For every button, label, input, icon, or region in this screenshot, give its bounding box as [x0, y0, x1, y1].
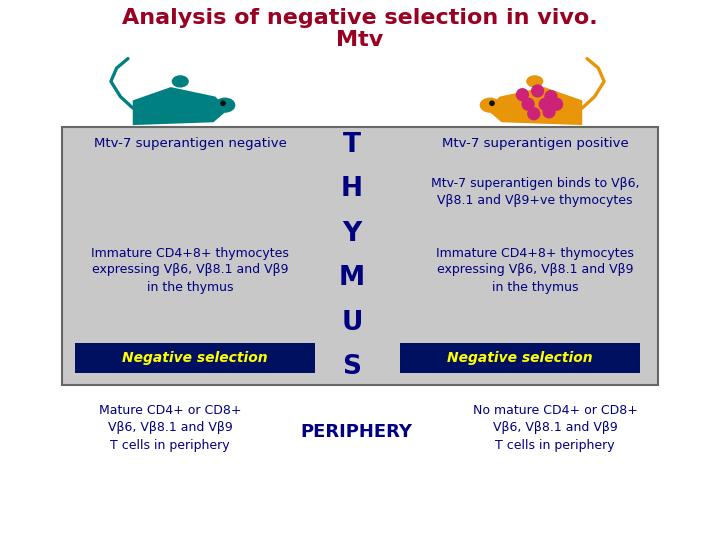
Text: Immature CD4+8+ thymocytes
expressing Vβ6, Vβ8.1 and Vβ9
in the thymus: Immature CD4+8+ thymocytes expressing Vβ…: [436, 246, 634, 294]
Text: Negative selection: Negative selection: [122, 351, 268, 365]
Text: H: H: [341, 177, 363, 202]
Text: No mature CD4+ or CD8+
Vβ6, Vβ8.1 and Vβ9
T cells in periphery: No mature CD4+ or CD8+ Vβ6, Vβ8.1 and Vβ…: [472, 404, 637, 451]
Text: Mature CD4+ or CD8+
Vβ6, Vβ8.1 and Vβ9
T cells in periphery: Mature CD4+ or CD8+ Vβ6, Vβ8.1 and Vβ9 T…: [99, 404, 241, 451]
Text: M: M: [339, 265, 365, 291]
Text: Analysis of negative selection in vivo.: Analysis of negative selection in vivo.: [122, 8, 598, 28]
FancyBboxPatch shape: [62, 127, 658, 385]
Ellipse shape: [480, 98, 500, 113]
Polygon shape: [132, 87, 228, 125]
Circle shape: [539, 98, 552, 111]
Circle shape: [527, 107, 541, 120]
Ellipse shape: [215, 98, 235, 113]
Text: PERIPHERY: PERIPHERY: [300, 423, 412, 441]
Text: Y: Y: [343, 221, 361, 247]
Text: Negative selection: Negative selection: [447, 351, 593, 365]
Ellipse shape: [171, 75, 189, 87]
Circle shape: [220, 100, 226, 106]
Text: Mtv-7 superantigen positive: Mtv-7 superantigen positive: [441, 138, 629, 151]
Circle shape: [521, 98, 535, 111]
FancyBboxPatch shape: [400, 343, 640, 373]
Text: Mtv-7 superantigen negative: Mtv-7 superantigen negative: [94, 138, 287, 151]
Circle shape: [516, 88, 529, 102]
Text: Immature CD4+8+ thymocytes
expressing Vβ6, Vβ8.1 and Vβ9
in the thymus: Immature CD4+8+ thymocytes expressing Vβ…: [91, 246, 289, 294]
Text: Mtv-7 superantigen binds to Vβ6,
Vβ8.1 and Vβ9+ve thymocytes: Mtv-7 superantigen binds to Vβ6, Vβ8.1 a…: [431, 177, 639, 207]
Text: Mtv: Mtv: [336, 30, 384, 50]
Text: T: T: [343, 132, 361, 158]
Circle shape: [542, 105, 556, 118]
Circle shape: [531, 84, 544, 98]
FancyBboxPatch shape: [75, 343, 315, 373]
Text: S: S: [343, 354, 361, 380]
Text: U: U: [341, 309, 363, 335]
Polygon shape: [487, 87, 582, 125]
Circle shape: [544, 90, 557, 103]
Circle shape: [489, 100, 495, 106]
Circle shape: [550, 98, 563, 111]
Ellipse shape: [526, 75, 544, 87]
